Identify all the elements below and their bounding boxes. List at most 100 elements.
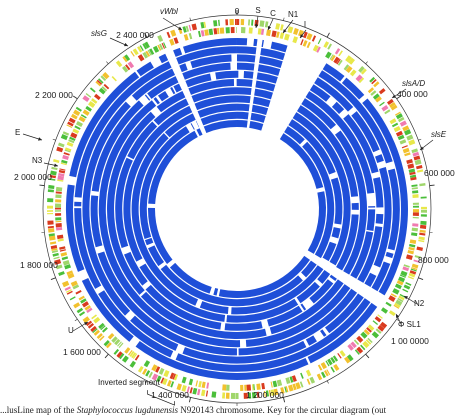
major-tick xyxy=(188,397,192,403)
blast-segment xyxy=(169,262,212,294)
pointer-arrowhead xyxy=(254,24,259,28)
gene-block xyxy=(66,290,73,295)
gene-block xyxy=(348,57,355,65)
position-axis xyxy=(39,10,435,406)
blast-segment xyxy=(183,38,237,54)
blast-segment xyxy=(218,255,310,299)
position-label-600000: 600 000 xyxy=(424,168,455,178)
gene-block xyxy=(370,90,377,96)
gene-block xyxy=(47,189,54,193)
gene-block xyxy=(402,288,409,293)
blast-segment xyxy=(301,260,317,278)
gene-block xyxy=(230,27,235,34)
gene-block xyxy=(54,259,62,265)
pointer-arrowhead xyxy=(54,163,58,167)
gene-block xyxy=(264,21,269,28)
gene-block xyxy=(420,206,428,210)
gene-block xyxy=(188,378,194,386)
gene-block xyxy=(105,342,112,349)
blast-segment xyxy=(336,214,359,271)
pointer-arrowhead xyxy=(283,29,287,33)
gene-block xyxy=(118,342,124,349)
gene-block xyxy=(206,382,210,389)
gene-block xyxy=(78,295,85,301)
gene-block xyxy=(394,302,401,308)
gene-block xyxy=(412,151,420,157)
blast-segment xyxy=(259,56,283,68)
gene-block xyxy=(287,26,294,34)
gene-block xyxy=(330,356,336,364)
gene-block xyxy=(225,27,230,34)
gene-block xyxy=(55,213,62,216)
position-label-1600000: 1 600 000 xyxy=(63,347,101,357)
gene-block xyxy=(229,19,234,26)
gene-block xyxy=(129,350,135,357)
blast-segment xyxy=(371,261,391,292)
gene-block xyxy=(394,283,402,290)
blast-segment xyxy=(160,264,303,307)
gene-block xyxy=(420,209,427,213)
gene-block xyxy=(159,43,164,50)
gene-block xyxy=(332,355,339,362)
gene-block xyxy=(162,378,168,386)
gene-block xyxy=(371,331,380,339)
gene-block xyxy=(265,390,270,397)
gene-block xyxy=(407,249,414,255)
gene-block xyxy=(256,383,261,390)
gene-block xyxy=(201,381,206,389)
gene-block xyxy=(390,104,398,111)
gene-block xyxy=(408,272,416,278)
blast-segment xyxy=(127,121,158,160)
major-tick xyxy=(39,184,45,187)
gene-block xyxy=(47,213,54,215)
gene-block xyxy=(79,311,86,317)
gene-block xyxy=(353,339,360,346)
gene-block xyxy=(246,384,252,391)
gene-block xyxy=(76,307,84,314)
gene-block xyxy=(64,286,71,291)
minor-tick xyxy=(145,380,148,384)
gene-block xyxy=(151,364,158,372)
minor-tick xyxy=(52,138,56,141)
gene-block xyxy=(93,316,101,324)
pointer-arrowhead xyxy=(124,42,128,47)
gene-block xyxy=(388,295,396,302)
gene-block xyxy=(107,332,115,340)
blast-segment xyxy=(191,87,237,103)
blast-segment xyxy=(357,226,383,283)
blast-segment xyxy=(136,61,154,77)
gene-block xyxy=(52,252,59,257)
gene-block xyxy=(345,55,352,63)
gene-block xyxy=(131,352,137,359)
gene-block xyxy=(378,88,386,95)
blast-segment xyxy=(269,279,344,335)
gene-block xyxy=(137,46,143,53)
gene-block xyxy=(234,19,237,26)
blast-segment xyxy=(256,72,278,84)
gene-block xyxy=(344,356,351,364)
pointer-arrow xyxy=(162,17,183,31)
genome-rings xyxy=(47,18,428,399)
gene-block xyxy=(51,247,58,252)
blast-segment xyxy=(267,305,303,327)
gene-block xyxy=(176,383,182,391)
gene-block xyxy=(225,392,230,399)
gene-block xyxy=(48,184,55,190)
gene-block xyxy=(380,321,388,329)
gene-block xyxy=(327,43,332,50)
gene-block xyxy=(55,227,63,231)
gene-block xyxy=(59,249,66,252)
gene-block xyxy=(377,324,385,332)
gene-block xyxy=(169,372,175,380)
gene-block xyxy=(49,178,56,181)
pointer-arrowhead xyxy=(420,146,424,150)
blast-segment xyxy=(74,208,102,289)
blast-segment xyxy=(199,301,229,315)
pointer-arrowhead xyxy=(300,34,304,38)
gene-block xyxy=(142,368,148,375)
gene-block xyxy=(397,297,404,303)
blast-segment xyxy=(366,209,376,231)
gene-block xyxy=(125,64,131,71)
gene-block xyxy=(197,388,201,396)
gene-block xyxy=(398,276,406,283)
